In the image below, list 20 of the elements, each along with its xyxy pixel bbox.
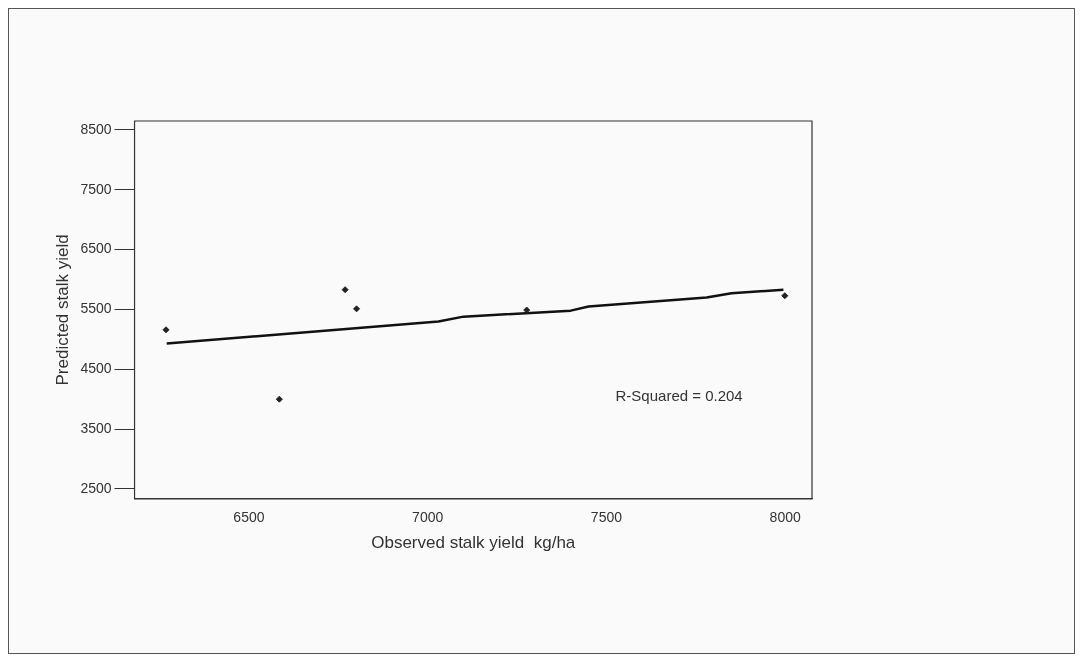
y-tick-label: 3500 bbox=[80, 419, 112, 436]
y-axis-title: Predicted stalk yield bbox=[52, 234, 72, 386]
x-tick-label: 6500 bbox=[233, 509, 265, 526]
y-tick-label: 5500 bbox=[80, 300, 112, 317]
y-tick-label: 6500 bbox=[80, 240, 112, 257]
point bbox=[162, 326, 170, 334]
point bbox=[523, 306, 531, 314]
x-tick-label: 7000 bbox=[412, 509, 444, 526]
y-tick-label: 7500 bbox=[80, 180, 112, 197]
x-tick-label: 7500 bbox=[590, 509, 623, 526]
x-tick-label: 8000 bbox=[769, 509, 801, 526]
point bbox=[781, 292, 789, 300]
annotation: R-Squared = 0.204 bbox=[615, 386, 743, 404]
y-tick-label: 4500 bbox=[80, 360, 112, 377]
point bbox=[275, 395, 283, 403]
x-axis-title: Observed stalk yield kg/ha bbox=[371, 533, 576, 553]
y-tick-label: 2500 bbox=[80, 479, 112, 496]
point bbox=[341, 286, 349, 294]
y-tick-label: 8500 bbox=[80, 120, 112, 137]
point bbox=[353, 305, 361, 313]
